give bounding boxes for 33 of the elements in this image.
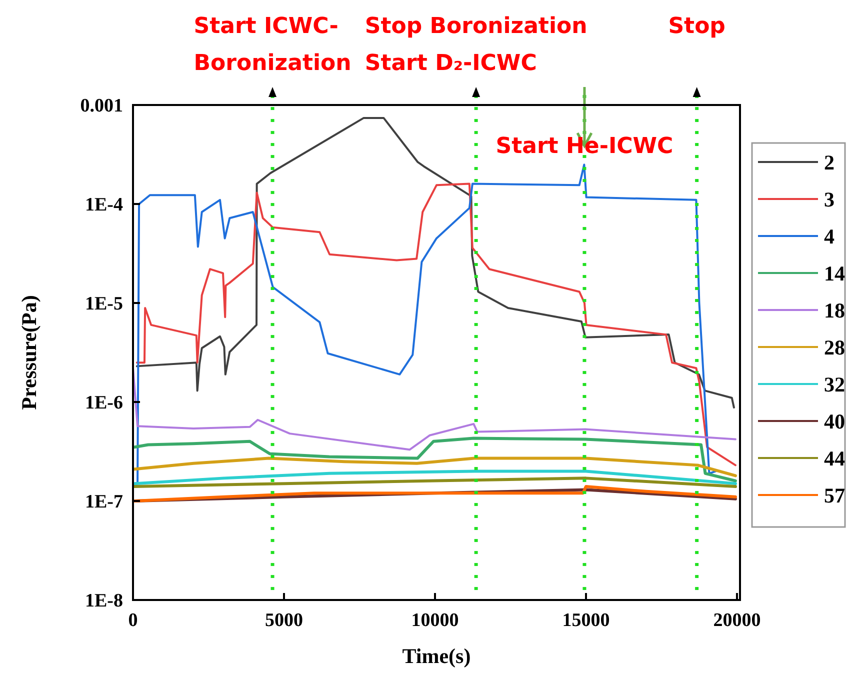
y-axis-title: Pressure(Pa) <box>17 295 41 410</box>
x-tick-label: 20000 <box>713 610 761 631</box>
x-tick-label: 15000 <box>562 610 610 631</box>
y-tick-label: 1E-6 <box>85 392 123 414</box>
legend-label: 18 <box>824 298 845 322</box>
legend-label: 14 <box>824 261 846 286</box>
legend-label: 2 <box>824 150 834 174</box>
x-axis-title: Time(s) <box>402 644 471 668</box>
x-tick-label: 10000 <box>411 610 459 631</box>
line-series <box>133 476 737 488</box>
legend-label: 4 <box>824 224 835 248</box>
y-tick-label: 1E-5 <box>85 294 123 315</box>
line-series <box>133 485 737 502</box>
line-series <box>133 470 737 486</box>
legend-label: 3 <box>824 187 834 212</box>
line-series <box>133 436 737 482</box>
legend-label: 28 <box>824 335 845 360</box>
legend-label: 57 <box>824 483 845 508</box>
ref-line-label: Start ICWC- Boronization <box>194 14 352 76</box>
legend-label: 32 <box>824 372 845 396</box>
line-series <box>136 116 735 408</box>
x-tick-label: 0 <box>128 610 138 631</box>
y-tick-label: 0.001 <box>80 96 123 117</box>
line-series <box>133 456 737 478</box>
y-tick-label: 1E-8 <box>85 590 123 612</box>
ref-line-label: Start He-ICWC <box>496 134 674 159</box>
x-tick-label: 5000 <box>264 610 303 631</box>
legend-label: 44 <box>824 446 846 470</box>
legend-label: 40 <box>824 409 845 434</box>
ref-line-label: Stop <box>668 14 726 39</box>
ref-line-label: Stop Boronization Start D₂-ICWC <box>364 14 588 76</box>
y-tick-label: 1E-7 <box>85 492 124 513</box>
y-tick-label: 1E-4 <box>85 194 124 216</box>
